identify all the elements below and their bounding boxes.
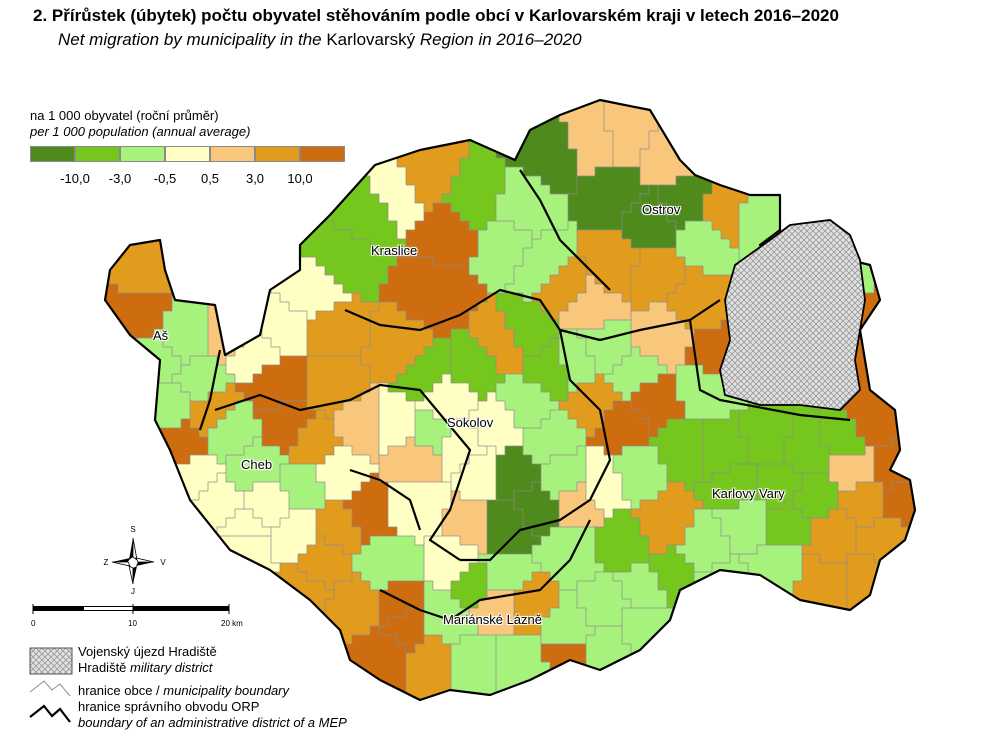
- map-subtitle: Net migration by municipality in the Kar…: [58, 30, 582, 50]
- scale-bar: [32, 604, 230, 614]
- military-district-label-cz: Vojenský újezd Hradiště: [78, 644, 217, 659]
- map-title: 2. Přírůstek (úbytek) počtu obyvatel stě…: [33, 6, 839, 25]
- north-arrow: S J Z V: [104, 525, 167, 596]
- legend-swatch: [165, 146, 210, 162]
- subtitle-part2: Region in 2016–2020: [415, 30, 582, 49]
- compass-east-label: V: [160, 558, 166, 567]
- legend-break-label: -10,0: [60, 171, 90, 186]
- town-label-ostrov: Ostrov: [642, 202, 681, 217]
- subtitle-region: Karlovarský: [326, 30, 416, 49]
- scale-label-0: 0: [31, 619, 36, 628]
- town-label-kraslice: Kraslice: [371, 243, 418, 258]
- orp-boundary-label-cz: hranice správního obvodu ORP: [78, 699, 260, 714]
- legend-swatch: [210, 146, 255, 162]
- municipality-boundary-label: hranice obce / municipality boundary: [78, 683, 289, 698]
- compass-north-label: S: [130, 525, 135, 534]
- municipality-boundary-cz: hranice obce /: [78, 683, 164, 698]
- orp-boundary-label-en: boundary of an administrative district o…: [78, 715, 347, 730]
- town-label-as: Aš: [153, 328, 169, 343]
- town-label-sokolov: Sokolov: [447, 415, 494, 430]
- legend-break-label: 3,0: [245, 171, 265, 186]
- legend-swatch: [75, 146, 120, 162]
- compass-south-label: J: [131, 587, 135, 596]
- subtitle-part1: Net migration by municipality in the: [58, 30, 327, 49]
- town-label-cheb: Cheb: [241, 457, 273, 472]
- legend-swatch: [120, 146, 165, 162]
- legend-swatches: [30, 146, 345, 162]
- legend-heading-cz: na 1 000 obyvatel (roční průměr): [30, 108, 219, 123]
- legend-breaks: -10,0 -3,0 -0,5 0,5 3,0 10,0: [30, 171, 350, 189]
- military-district-name: Hradiště: [78, 660, 127, 675]
- military-district-key-icon: [29, 647, 73, 675]
- legend-heading-en: per 1 000 population (annual average): [30, 124, 251, 139]
- municipality-boundary-en: municipality boundary: [163, 683, 290, 698]
- scale-label-20: 20 km: [221, 619, 243, 628]
- compass-west-label: Z: [104, 558, 109, 567]
- legend-swatch: [30, 146, 75, 162]
- town-label-karlovy-vary: Karlovy Vary: [712, 486, 785, 501]
- legend-swatch: [255, 146, 300, 162]
- orp-boundary-key-icon: [29, 704, 71, 723]
- legend-break-label: 0,5: [200, 171, 220, 186]
- legend-swatch: [300, 146, 345, 162]
- military-district-suffix: military district: [126, 660, 213, 675]
- legend-break-label: -0,5: [153, 171, 177, 186]
- legend-break-label: 10,0: [287, 171, 313, 186]
- town-label-marianske-lazne: Mariánské Lázně: [443, 612, 542, 627]
- municipality-boundary-key-icon: [29, 680, 71, 697]
- legend-break-label: -3,0: [108, 171, 132, 186]
- scale-label-10: 10: [128, 619, 137, 628]
- military-district-label-en: Hradiště military district: [78, 660, 212, 675]
